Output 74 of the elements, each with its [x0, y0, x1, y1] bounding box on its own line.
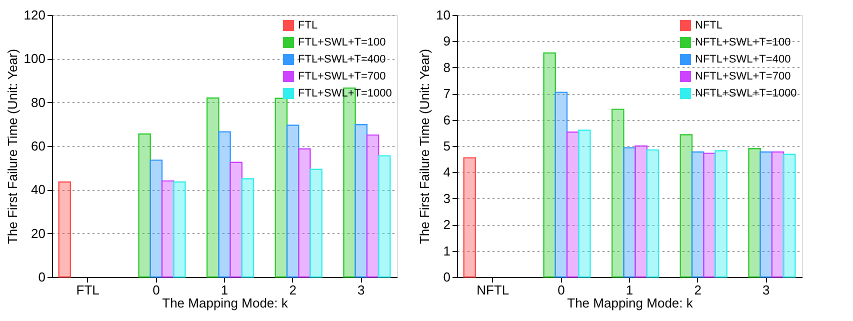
y-tick-label: 60 — [31, 138, 46, 154]
bar — [611, 108, 624, 278]
y-tick-label: 5 — [443, 138, 450, 154]
legend-label: NFTL+SWL+T=100 — [695, 36, 791, 48]
bar — [554, 92, 568, 278]
bar — [138, 133, 151, 278]
y-tick-label: 10 — [436, 8, 450, 22]
y-tick-label: 100 — [24, 51, 46, 66]
bar — [680, 134, 693, 278]
y-tick-label: 80 — [31, 94, 46, 110]
legend-label: FTL+SWL+T=100 — [298, 36, 386, 48]
bar — [623, 147, 636, 278]
bar — [646, 149, 660, 278]
legend-label: NFTL — [695, 20, 722, 32]
bar — [173, 181, 186, 278]
legend-label: NFTL+SWL+T=400 — [695, 54, 791, 66]
y-tick-label: 1 — [443, 243, 450, 258]
legend-label: NFTL+SWL+T=700 — [695, 70, 791, 82]
x-axis-title: The Mapping Mode: k — [162, 296, 288, 310]
bar — [161, 180, 174, 278]
legend-label: FTL+SWL+T=700 — [298, 70, 386, 82]
x-tick-label: 0 — [152, 282, 160, 298]
bar — [578, 130, 591, 278]
y-axis-title: The First Failure Time (Unit: Year) — [417, 48, 432, 244]
x-tick-label: 2 — [694, 282, 702, 298]
bar — [691, 151, 704, 278]
x-tick-label: FTL — [76, 282, 100, 298]
bar — [218, 131, 231, 278]
y-tick-label: 120 — [24, 8, 46, 22]
bar — [771, 151, 784, 278]
bar — [230, 162, 243, 278]
x-axis-title: The Mapping Mode: k — [567, 296, 694, 310]
bar — [634, 145, 648, 278]
y-axis-title: The First Failure Time (Unit: Year) — [4, 48, 20, 244]
x-tick-label: 2 — [289, 282, 296, 298]
bar — [310, 168, 322, 278]
y-tick-label: 4 — [443, 164, 450, 180]
y-tick-label: 0 — [443, 270, 450, 284]
legend-label: NFTL+SWL+T=1000 — [695, 88, 797, 100]
legend-label: FTL+SWL+T=400 — [298, 54, 386, 66]
bar — [241, 178, 254, 278]
x-tick-label: NFTL — [476, 282, 510, 298]
bar — [703, 152, 716, 278]
bar — [354, 124, 368, 278]
legend-label: FTL — [298, 20, 318, 32]
y-tick-label: 20 — [31, 226, 46, 241]
bar — [206, 97, 220, 278]
x-tick-label: 0 — [558, 282, 565, 298]
bar — [378, 155, 391, 278]
y-tick-label: 2 — [443, 217, 450, 232]
bar — [58, 181, 72, 278]
y-tick-label: 40 — [31, 182, 46, 198]
bar — [566, 132, 580, 278]
x-tick-label: 3 — [358, 282, 365, 298]
bar — [150, 160, 163, 278]
y-tick-label: 6 — [443, 112, 450, 128]
bar — [298, 148, 311, 278]
x-tick-label: 1 — [626, 282, 634, 298]
bar — [782, 154, 796, 278]
bar — [760, 151, 773, 278]
y-tick-label: 7 — [443, 86, 450, 102]
y-tick-label: 8 — [443, 60, 450, 75]
bar — [274, 98, 288, 278]
bar — [286, 124, 300, 278]
bar — [714, 150, 728, 278]
x-tick-label: 1 — [220, 282, 228, 298]
bar — [748, 148, 761, 278]
y-tick-label: 0 — [38, 270, 46, 284]
x-tick-label: 3 — [762, 282, 770, 298]
bar — [366, 134, 380, 278]
y-tick-label: 3 — [443, 190, 450, 206]
bar — [463, 157, 476, 278]
y-tick-label: 9 — [443, 34, 450, 49]
bar — [543, 52, 556, 278]
